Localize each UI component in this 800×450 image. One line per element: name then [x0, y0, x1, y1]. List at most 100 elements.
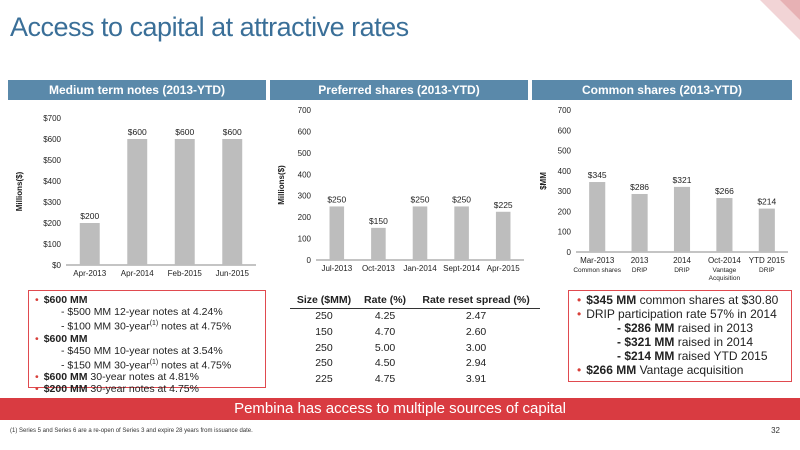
table-header: Rate (%) [357, 292, 413, 309]
y-tick-label: 300 [298, 192, 312, 201]
bar [79, 223, 100, 265]
page-number: 32 [771, 426, 780, 435]
x-tick-label: Apr-2014 [121, 269, 154, 278]
common-sub-1: - $286 MM raised in 2013 [617, 321, 754, 335]
data-label: $200 [80, 211, 99, 221]
table-cell: 5.00 [374, 341, 396, 354]
bar [127, 139, 148, 265]
x-subtick-label: Common shares [573, 267, 621, 274]
x-tick-label: YTD 2015 [749, 256, 786, 265]
y-tick-label: 600 [298, 127, 312, 136]
x-subtick-label: DRIP [674, 267, 690, 274]
table-row: 250 5.00 3.00 [290, 341, 540, 357]
table-cell: 2.47 [465, 310, 487, 322]
y-tick-label: 0 [567, 248, 572, 257]
common-sub-2: - $321 MM raised in 2014 [617, 335, 754, 349]
table-row: 250 4.25 2.47 [290, 309, 540, 325]
data-label: $345 [588, 170, 607, 180]
bar [495, 211, 511, 260]
y-tick-label: $500 [43, 156, 61, 165]
common-bullet-2: • DRIP participation rate 57% in 2014 [577, 307, 777, 321]
mtn-list-item: - $150 MM 30-year(1) notes at 4.75% [61, 358, 232, 372]
y-axis-label: Millions($) [277, 165, 286, 205]
y-tick-label: 100 [298, 235, 312, 244]
data-label: $225 [494, 200, 513, 210]
bar [716, 198, 733, 252]
table-row: 150 4.70 2.60 [290, 325, 540, 341]
corner-decoration [740, 0, 800, 60]
bar [454, 206, 469, 260]
mtn-list-item: • $600 MM [35, 294, 88, 306]
data-label: $250 [452, 194, 471, 204]
x-subtick-label: Acquisition [709, 275, 741, 282]
table-cell: 4.50 [374, 357, 396, 370]
y-tick-label: 700 [298, 106, 312, 115]
data-label: $600 [175, 127, 194, 137]
x-tick-label: 2014 [673, 256, 691, 265]
data-label: $600 [223, 127, 242, 137]
data-label: $250 [327, 194, 346, 204]
mtn-list-item: - $500 MM 12-year notes at 4.24% [61, 306, 223, 318]
data-label: $321 [673, 175, 692, 185]
bar [371, 227, 386, 260]
mtn-list-item: • $200 MM 30-year notes at 4.75% [35, 383, 199, 395]
table-row: 250 4.50 2.94 [290, 356, 540, 372]
x-tick-label: Jun-2015 [216, 269, 250, 278]
x-tick-label: Oct-2014 [708, 256, 741, 265]
table-cell: 150 [315, 325, 333, 338]
table-header: Rate reset spread (%) [412, 292, 540, 309]
y-axis-label: $MM [539, 172, 548, 190]
y-tick-label: 400 [558, 167, 572, 176]
data-label: $286 [630, 182, 649, 192]
table-cell: 2.94 [465, 357, 487, 370]
x-tick-label: Feb-2015 [168, 269, 203, 278]
chart-common-shares: 0 100 200 300 400 500 600 700 $MM $345 Mar-2013 Com… [539, 106, 788, 282]
y-tick-label: $0 [52, 261, 61, 270]
data-label: $600 [128, 127, 147, 137]
y-tick-label: 200 [558, 207, 572, 216]
data-label: $150 [369, 216, 388, 226]
x-tick-label: Apr-2013 [73, 269, 106, 278]
table-cell: 250 [315, 357, 333, 370]
common-bullet-1: • $345 MM common shares at $30.80 [577, 293, 779, 307]
chart-medium-term-notes: $0 $100 $200 $300 $400 $500 $600 $700 Millions($… [15, 114, 256, 278]
data-label: $250 [411, 194, 430, 204]
bar [222, 139, 243, 265]
y-tick-label: $300 [43, 198, 61, 207]
table-cell: 225 [315, 373, 333, 386]
y-tick-label: 100 [558, 228, 572, 237]
x-tick-label: Jul-2013 [321, 264, 352, 273]
preferred-table: Size ($MM) Rate (%) Rate reset spread (%) … [290, 292, 540, 388]
bar [758, 208, 775, 252]
y-tick-label: 0 [307, 256, 312, 265]
y-tick-label: 400 [298, 170, 312, 179]
mtn-list-item: • $600 MM 30-year notes at 4.81% [35, 371, 199, 383]
y-tick-label: $200 [43, 219, 61, 228]
bar [589, 182, 606, 252]
x-tick-label: Oct-2013 [362, 264, 395, 273]
table-cell: 2.60 [465, 325, 487, 338]
table-cell: 4.25 [374, 310, 396, 322]
chart-preferred-shares: 0 100 200 300 400 500 600 700 Millions($) $250 Jul… [277, 106, 524, 273]
y-tick-label: $100 [43, 240, 61, 249]
y-tick-label: 700 [558, 106, 572, 115]
x-tick-label: Apr-2015 [487, 264, 520, 273]
bar [673, 186, 691, 252]
table-cell: 3.91 [465, 373, 487, 386]
panel-header-mtn: Medium term notes (2013-YTD) [8, 80, 266, 100]
common-sub-3: - $214 MM raised YTD 2015 [617, 349, 768, 363]
x-subtick-label: DRIP [632, 267, 648, 274]
y-tick-label: $600 [43, 135, 61, 144]
table-cell: 250 [315, 341, 333, 354]
x-subtick-label: Vantage [713, 267, 737, 274]
common-notes-box: • $345 MM common shares at $30.80 • DRIP p… [568, 290, 792, 382]
panel-header-preferred: Preferred shares (2013-YTD) [270, 80, 528, 100]
x-tick-label: Mar-2013 [580, 256, 615, 265]
x-tick-label: Sept-2014 [443, 264, 480, 273]
bar [174, 139, 195, 265]
bar [631, 193, 648, 252]
banner: Pembina has access to multiple sources o… [0, 398, 800, 420]
mtn-notes-box: • $600 MM - $500 MM 12-year notes at 4.24%… [28, 290, 266, 395]
table-cell: 4.75 [374, 373, 396, 386]
y-tick-label: 500 [298, 149, 312, 158]
